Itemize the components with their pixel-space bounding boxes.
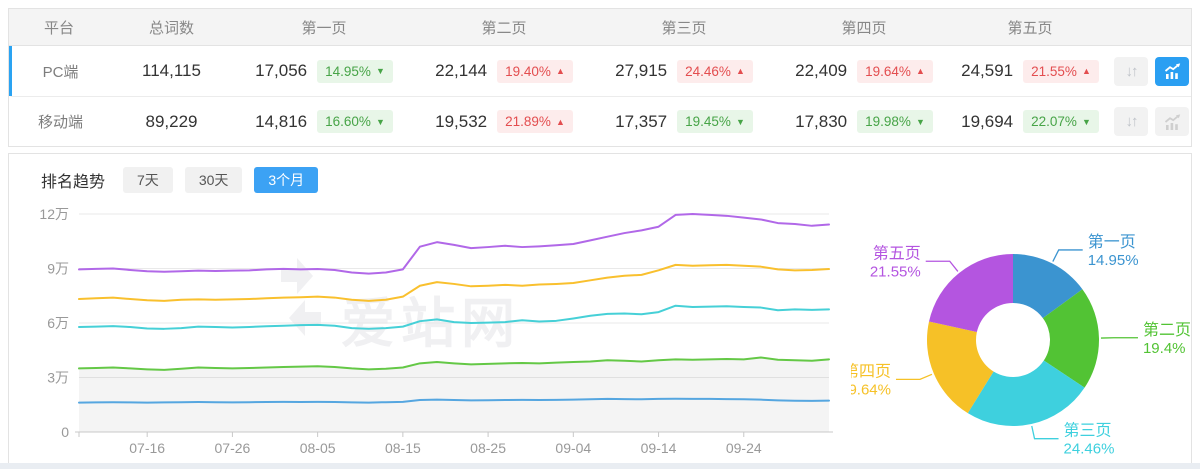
page2-count: 19,532 (435, 111, 488, 131)
page3-count: 17,357 (615, 111, 668, 131)
table-row-pc[interactable]: PC端 114,115 17,056 14.95% ▼ 22,144 19.40%… (9, 46, 1191, 96)
tab-30days[interactable]: 30天 (184, 167, 243, 193)
page5-count: 19,694 (961, 111, 1014, 131)
header-page1: 第一页 (301, 19, 347, 37)
trend-arrow-icon: ▲ (915, 66, 925, 76)
trend-arrow-icon: ▲ (1081, 66, 1091, 76)
page2-count: 22,144 (435, 61, 488, 80)
page4-count: 22,409 (795, 61, 848, 80)
svg-text:09-24: 09-24 (726, 440, 762, 456)
svg-text:08-05: 08-05 (300, 440, 336, 456)
sort-arrows-icon: ↓↑ (1125, 62, 1139, 80)
svg-text:19.64%: 19.64% (851, 381, 891, 398)
page3-pct-badge: 19.45% ▼ (677, 110, 753, 133)
header-page3: 第三页 (661, 19, 707, 37)
svg-text:19.4%: 19.4% (1143, 340, 1186, 357)
trend-arrow-icon: ▲ (555, 116, 565, 127)
trend-arrow-icon: ▲ (735, 66, 745, 76)
page1-count: 17,056 (255, 61, 308, 80)
svg-text:第二页: 第二页 (1143, 321, 1191, 339)
platform-label: PC端 (42, 63, 79, 81)
svg-text:第四页: 第四页 (851, 362, 891, 380)
table-header-row: 平台 总词数 第一页 第二页 第三页 第四页 第五页 (9, 9, 1191, 46)
svg-text:21.55%: 21.55% (870, 263, 921, 280)
header-page2: 第二页 (481, 19, 527, 37)
total-words-value: 114,115 (142, 61, 201, 80)
svg-text:3万: 3万 (47, 370, 69, 386)
trend-title: 排名趋势 (41, 174, 106, 191)
svg-text:第一页: 第一页 (1088, 233, 1136, 251)
page3-count: 27,915 (615, 61, 668, 80)
svg-text:9万: 9万 (47, 261, 69, 277)
total-words-value: 89,229 (145, 111, 198, 131)
tab-3months[interactable]: 3个月 (254, 167, 319, 193)
trend-arrow-icon: ▼ (1081, 116, 1091, 127)
trend-arrow-icon: ▲ (555, 66, 565, 76)
page2-pct-badge: 19.40% ▲ (497, 59, 573, 83)
trend-arrow-icon: ▼ (735, 116, 745, 127)
sort-toggle-button[interactable]: ↓↑ (1114, 56, 1148, 86)
page2-pct-badge: 21.89% ▲ (497, 110, 573, 133)
trend-chart-button[interactable] (1155, 107, 1189, 136)
platform-label: 移动端 (37, 114, 83, 131)
page5-count: 24,591 (961, 61, 1014, 80)
header-page5: 第五页 (1007, 19, 1053, 37)
trend-header: 排名趋势 7天 30天 3个月 (9, 166, 1191, 194)
header-page4: 第四页 (841, 19, 887, 37)
svg-text:24.46%: 24.46% (1064, 441, 1115, 458)
tab-7days[interactable]: 7天 (123, 167, 173, 193)
svg-text:0: 0 (61, 424, 69, 440)
svg-text:07-16: 07-16 (129, 440, 165, 456)
svg-text:07-26: 07-26 (215, 440, 251, 456)
sort-arrows-icon: ↓↑ (1125, 113, 1139, 130)
sort-toggle-button[interactable]: ↓↑ (1114, 107, 1148, 136)
svg-text:08-25: 08-25 (470, 440, 506, 456)
page1-count: 14,816 (255, 111, 308, 131)
svg-text:08-15: 08-15 (385, 440, 421, 456)
svg-text:第五页: 第五页 (873, 244, 921, 262)
svg-text:爱站网: 爱站网 (341, 294, 521, 354)
trend-chart-button[interactable] (1155, 56, 1189, 86)
page1-pct-badge: 16.60% ▼ (317, 110, 393, 133)
rank-trend-panel: 排名趋势 7天 30天 3个月 爱站网 07-16 07-26 08-05 08-15 0… (8, 153, 1192, 464)
svg-text:第三页: 第三页 (1064, 422, 1112, 440)
header-total-words: 总词数 (148, 19, 194, 37)
svg-text:6万: 6万 (47, 315, 69, 331)
header-platform: 平台 (43, 19, 74, 37)
page1-pct-badge: 14.95% ▼ (317, 59, 393, 83)
trend-chart-icon (1164, 113, 1180, 130)
page5-pct-badge: 22.07% ▼ (1023, 110, 1099, 133)
table-row-mobile[interactable]: 移动端 89,229 14,816 16.60% ▼ 19,532 21.89% ▲… (9, 96, 1191, 146)
page5-pct-badge: 21.55% ▲ (1023, 59, 1099, 83)
trend-arrow-icon: ▼ (915, 116, 925, 127)
rank-distribution-table: 平台 总词数 第一页 第二页 第三页 第四页 第五页 PC端 114,115 1… (8, 8, 1192, 147)
page4-count: 17,830 (795, 111, 848, 131)
page4-pct-badge: 19.98% ▼ (857, 110, 933, 133)
svg-text:14.95%: 14.95% (1088, 252, 1139, 269)
trend-arrow-icon: ▼ (375, 66, 385, 76)
charts-area: 爱站网 07-16 07-26 08-05 08-15 08-25 09-04 09-14 09… (9, 200, 1191, 469)
svg-text:12万: 12万 (39, 206, 69, 222)
svg-text:09-04: 09-04 (555, 440, 591, 456)
page4-pct-badge: 19.64% ▲ (857, 59, 933, 83)
trend-chart-icon (1164, 63, 1180, 79)
page-background-strip (0, 463, 1200, 469)
svg-text:09-14: 09-14 (641, 440, 677, 456)
page3-pct-badge: 24.46% ▲ (677, 59, 753, 83)
trend-arrow-icon: ▼ (375, 116, 385, 127)
